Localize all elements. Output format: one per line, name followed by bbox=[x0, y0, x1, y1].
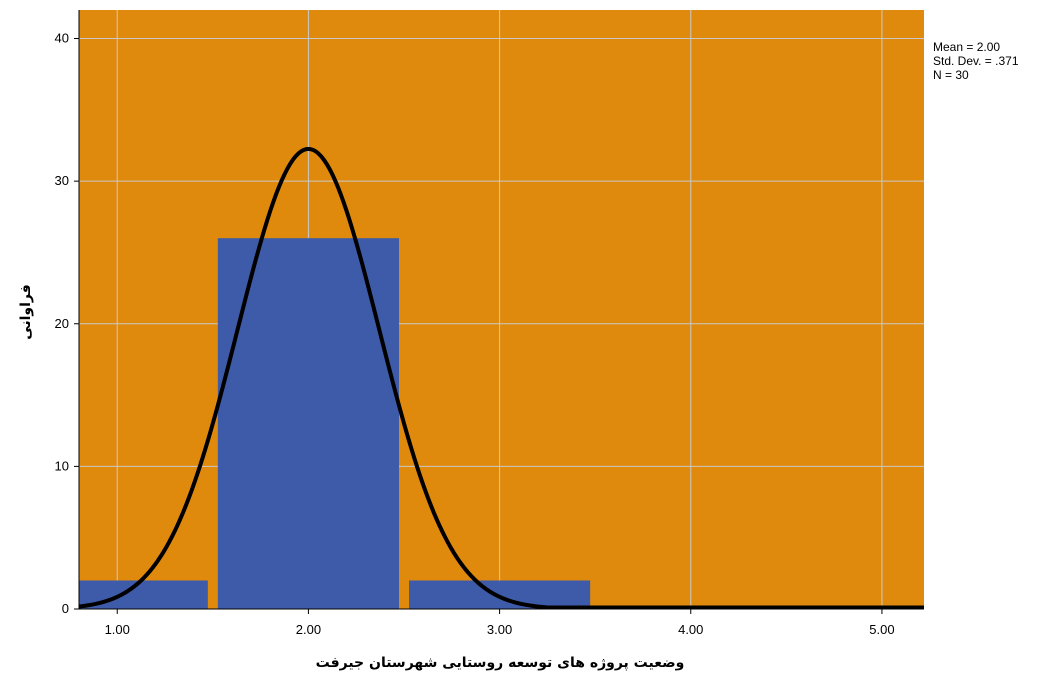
x-tick-label: 1.00 bbox=[105, 622, 130, 637]
stat-std-dev: Std. Dev. = .371 bbox=[933, 54, 1019, 68]
x-tick-label: 3.00 bbox=[487, 622, 512, 637]
y-axis-ticks: 0 10 20 30 40 bbox=[55, 31, 79, 616]
histogram-bar bbox=[217, 238, 399, 609]
stat-mean: Mean = 2.00 bbox=[933, 40, 1000, 54]
stat-n: N = 30 bbox=[933, 68, 969, 82]
x-axis-title: وضعیت پروژه های توسعه روستایی شهرستان جی… bbox=[316, 655, 685, 671]
x-tick-label: 2.00 bbox=[296, 622, 321, 637]
y-tick-label: 20 bbox=[55, 316, 69, 331]
y-tick-label: 0 bbox=[62, 601, 69, 616]
histogram-bars bbox=[79, 238, 591, 609]
y-tick-label: 40 bbox=[55, 31, 69, 46]
normal-curve bbox=[78, 146, 924, 610]
y-tick-label: 10 bbox=[55, 458, 69, 473]
x-axis-ticks: 1.00 2.00 3.00 4.00 5.00 bbox=[105, 609, 895, 637]
y-tick-label: 30 bbox=[55, 173, 69, 188]
stats-box: Mean = 2.00 Std. Dev. = .371 N = 30 bbox=[933, 40, 1019, 82]
y-axis-title: فراوانی bbox=[18, 284, 34, 340]
x-tick-label: 5.00 bbox=[869, 622, 894, 637]
plot-background bbox=[79, 10, 924, 609]
x-tick-label: 4.00 bbox=[678, 622, 703, 637]
